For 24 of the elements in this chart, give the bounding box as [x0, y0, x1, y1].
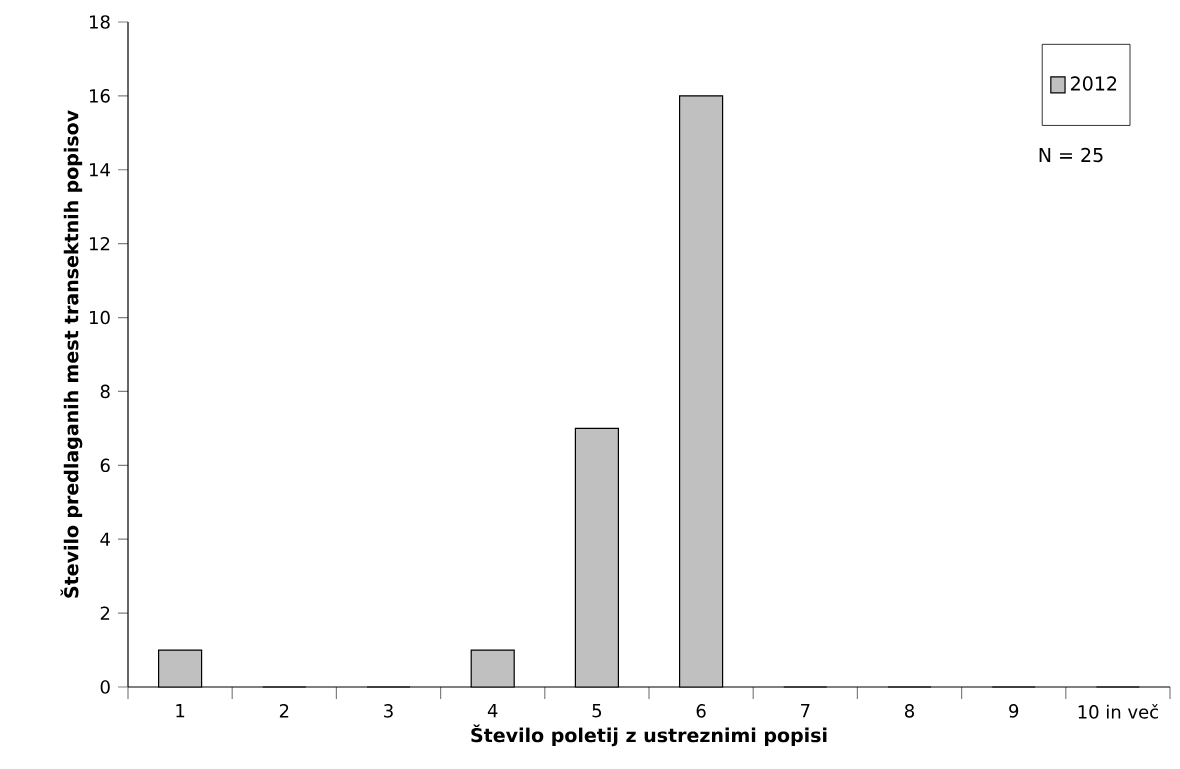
- annotation: N = 25: [1039, 147, 1103, 163]
- y-tick-label: 12: [90, 236, 110, 251]
- x-tick-label: 9: [1009, 704, 1019, 718]
- x-tick-label: 7: [801, 704, 810, 718]
- x-tick-label: 6: [696, 704, 706, 718]
- x-tick-label: 10 in več: [1078, 704, 1158, 719]
- x-tick-label: 4: [487, 704, 498, 718]
- x-tick-label: 8: [904, 704, 914, 718]
- y-tick-label: 0: [100, 680, 110, 694]
- y-tick-label: 2: [100, 606, 110, 620]
- legend-label: 2012: [1071, 76, 1117, 91]
- x-tick-label: 3: [384, 704, 393, 718]
- y-tick-label: 16: [90, 89, 110, 103]
- y-tick-label: 4: [100, 532, 110, 546]
- y-tick-label: 6: [100, 458, 110, 473]
- y-axis-title: Število predlaganih mest transektnih popisov: [60, 110, 83, 598]
- x-axis-title: Število poletij z ustreznimi popisi: [471, 724, 827, 747]
- y-tick-label: 14: [90, 163, 110, 177]
- x-tick-label: 2: [279, 704, 289, 718]
- y-tick-label: 18: [90, 15, 110, 29]
- y-tick-label: 10: [90, 310, 110, 325]
- x-tick-label: 5: [592, 704, 602, 718]
- y-tick-label: 8: [100, 384, 110, 399]
- x-tick-label: 1: [176, 704, 185, 718]
